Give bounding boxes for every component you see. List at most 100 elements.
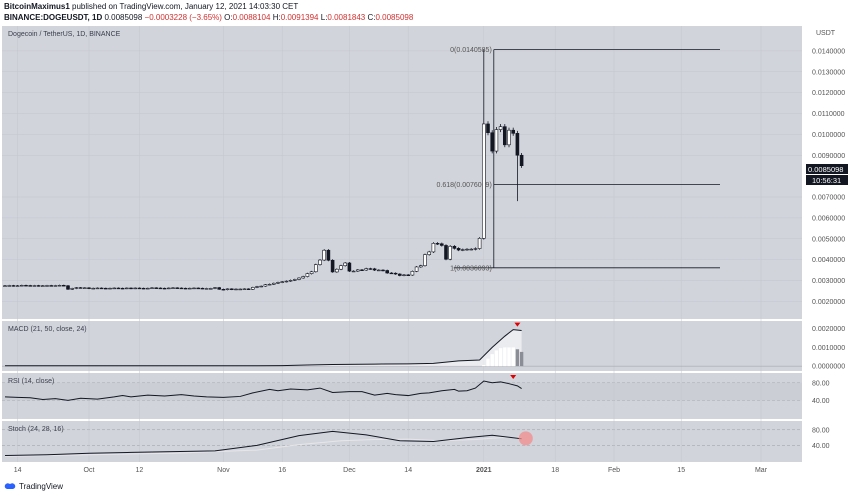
candle-body [32,285,37,287]
candle-body [112,287,116,290]
candle-body [57,285,62,287]
published-text: published on TradingView.com, January 12… [72,2,299,11]
candle-body [397,273,402,276]
rsi-band [2,382,802,401]
candle-body [230,288,234,290]
candle-body [519,154,524,166]
price-tick-label: 0.0060000 [812,215,845,222]
stoch-title: Stoch (24, 28, 16) [8,426,64,433]
macd-histogram-bar [490,354,494,367]
candle-body [368,268,373,270]
price-tag [806,164,848,174]
candle-body [221,288,226,291]
candle-body [460,249,465,251]
candle-body [116,287,121,290]
stoch-tick-label: 80.00 [812,427,830,434]
macd-tick-label: 0.0020000 [812,326,845,333]
candle-body [162,287,167,290]
candle-body [36,285,41,287]
macd-histogram-bar [503,347,507,367]
high-label: H: [272,13,281,22]
candle-body [204,288,209,290]
candle-body [490,132,495,152]
candle-body [280,281,285,283]
time-tick-label: Nov [217,467,230,474]
candle-body [305,273,310,277]
candle-body [406,274,411,276]
price-tag-text: 0.0085098 [808,165,843,174]
price-pane[interactable] [2,26,802,319]
candle-body [334,268,339,273]
candle-body [125,287,129,290]
stoch-highlight-circle [518,431,533,446]
candle-body [192,287,196,290]
candle-body [402,274,406,276]
candle-body [78,287,83,289]
currency-label: USDT [816,30,836,37]
candle-body [347,262,352,272]
macd-histogram-bar [515,349,520,367]
open-label: O: [224,13,233,22]
candle-body [120,287,125,290]
price-scale[interactable] [802,26,850,462]
candle-body [99,287,104,290]
time-tick-label: Mar [755,467,768,474]
candle-body [209,288,213,290]
candle-body [355,269,360,272]
candle-body [389,272,394,275]
macd-pane[interactable] [2,321,802,371]
price-tick-label: 0.0110000 [812,111,845,118]
candle-body [40,285,45,287]
candle-body [452,245,457,249]
time-tick-label: 14 [404,467,412,474]
brand-text[interactable]: TradingView [19,482,64,491]
rsi-bearish-marker [510,375,517,380]
rsi-tick-label: 40.00 [812,398,830,405]
candle-body [213,287,217,289]
candle-body [225,288,230,290]
fib-level-label: 1(0.0036093) [450,265,492,272]
candle-body [188,287,192,290]
candle-body [318,259,322,265]
time-scale[interactable] [2,462,802,478]
candle-body [515,133,520,156]
rsi-line [4,380,522,401]
candle-body [431,243,436,253]
price-tick-label: 0.0090000 [812,153,845,160]
candle-body [444,245,448,260]
candle-body [271,282,276,285]
rsi-title: RSI (14, close) [8,378,54,385]
author-name[interactable]: BitcoinMaximus1 [4,2,70,11]
footer: TradingView [4,480,63,494]
candle-body [448,245,453,260]
stoch-pane[interactable] [2,421,802,462]
candle-body [393,272,398,275]
chart-canvas[interactable]: 0(0.0140585) 0.618(0.0076009) 1(0.0036093)… [0,26,850,478]
candle-body [175,287,179,289]
candle-body [61,285,66,287]
close-value: 0.0085098 [375,13,414,22]
candle-body [410,271,415,276]
macd-histogram-bar [494,350,499,367]
stoch-tick-label: 40.00 [812,443,830,450]
candle-body [251,287,255,290]
candle-body [511,129,516,134]
candle-body [11,285,16,287]
candle-body [465,248,469,251]
macd-histogram-bar [482,365,486,367]
candle-body [360,269,364,271]
candle-body [263,284,268,287]
candle-body [179,287,184,290]
price-tick-label: 0.0140000 [812,48,845,55]
price-tick-label: 0.0120000 [812,90,845,97]
candle-body [486,123,490,134]
macd-histogram-bar [511,347,515,367]
high-value: 0.0091394 [280,13,319,22]
candle-body [322,249,327,261]
open-value: 0.0088104 [232,13,271,22]
macd-histogram-bar [519,351,524,367]
time-tick-label: 15 [677,467,685,474]
candle-body [104,287,108,290]
candle-body [3,285,7,287]
candle-body [91,287,95,290]
